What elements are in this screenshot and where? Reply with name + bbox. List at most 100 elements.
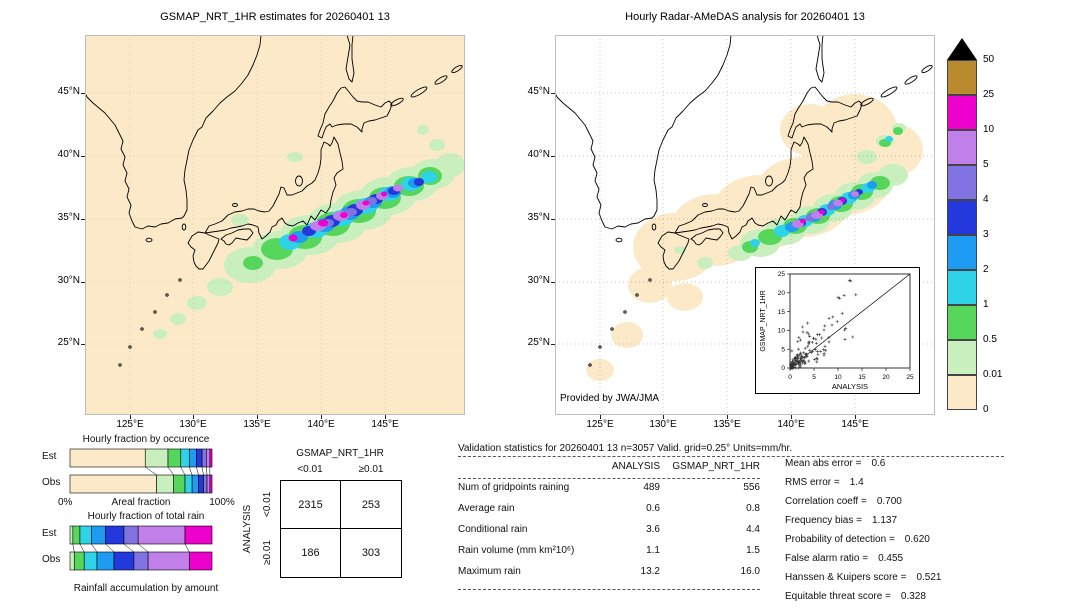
graticule bbox=[85, 35, 465, 415]
svg-text:5: 5 bbox=[781, 346, 785, 353]
score-label: RMS error = bbox=[785, 477, 840, 488]
score-line: Correlation coeff = 0.700 bbox=[785, 496, 1077, 515]
score-label: Hanssen & Kuipers score = bbox=[785, 572, 907, 583]
validation-row-label: Maximum rain bbox=[458, 566, 521, 577]
svg-text:0: 0 bbox=[781, 365, 785, 372]
svg-text:5: 5 bbox=[812, 374, 816, 381]
validation-row: Average rain 0.6 0.8 bbox=[458, 503, 760, 524]
validation-title: Validation statistics for 20260401 13 n=… bbox=[458, 443, 793, 454]
lat-tick-label: 45°N bbox=[527, 86, 550, 97]
lat-tick-mark bbox=[551, 219, 555, 220]
lat-tick-label: 30°N bbox=[57, 275, 80, 286]
scale-100: 100% bbox=[209, 497, 235, 508]
score-line: Equitable threat score = 0.328 bbox=[785, 591, 1077, 610]
score-value: 0.455 bbox=[878, 553, 904, 564]
gsmap-map bbox=[84, 34, 465, 415]
colorbar-over-triangle bbox=[947, 38, 977, 60]
colorbar-level-label: 5 bbox=[983, 159, 989, 170]
svg-text:15: 15 bbox=[858, 374, 866, 381]
dashed-rule-top bbox=[458, 456, 1004, 457]
credit-text: Provided by JWA/JMA bbox=[560, 393, 660, 404]
lat-tick-mark bbox=[81, 93, 85, 94]
lon-tick-label: 140°E bbox=[307, 419, 335, 430]
coastline bbox=[84, 34, 463, 367]
contingency-grid: 2315 253 186 303 bbox=[280, 480, 402, 578]
skill-scores: Mean abs error = 0.6 RMS error = 1.4 Correla… bbox=[785, 458, 1077, 610]
inset-ticks: 00 5 5 10 10 15 15 20 20 25 25 bbox=[778, 271, 914, 381]
score-line: Probability of detection = 0.620 bbox=[785, 534, 1077, 553]
colorbar-segment bbox=[947, 305, 977, 340]
svg-text:10: 10 bbox=[778, 328, 786, 335]
colorbar-level-label: 25 bbox=[983, 89, 995, 100]
validation-analysis-value: 13.2 bbox=[640, 566, 660, 577]
lat-tick-mark bbox=[551, 282, 555, 283]
lon-tick-mark bbox=[257, 415, 258, 419]
lat-tick-label: 35°N bbox=[57, 212, 80, 223]
colorbar-level-label: 0.01 bbox=[983, 369, 1003, 380]
lon-tick-mark bbox=[130, 415, 131, 419]
validation-row: Conditional rain 3.6 4.4 bbox=[458, 524, 760, 545]
contingency-cell: 253 bbox=[341, 481, 401, 529]
colorbar-level-label: 4 bbox=[983, 194, 989, 205]
score-value: 1.4 bbox=[849, 477, 864, 488]
contingency-col-label-lt: <0.01 bbox=[297, 464, 323, 475]
validation-stats: Validation statistics for 20260401 13 n=… bbox=[458, 443, 1018, 590]
lon-tick-mark bbox=[855, 415, 856, 419]
svg-text:20: 20 bbox=[778, 290, 786, 297]
colorbar-level-label: 50 bbox=[983, 54, 995, 65]
validation-row-label: Average rain bbox=[458, 503, 515, 514]
lat-tick-label: 25°N bbox=[527, 337, 550, 348]
lat-tick-mark bbox=[81, 344, 85, 345]
est-label: Est bbox=[42, 528, 57, 539]
gsmap-map-area bbox=[84, 34, 465, 415]
scale-label: Areal fraction bbox=[111, 497, 171, 508]
colorbar-segment bbox=[947, 165, 977, 200]
lon-tick-label: 130°E bbox=[179, 419, 207, 430]
colorbar-level-label: 1 bbox=[983, 299, 989, 310]
scatter-inset-plot: 00 5 5 10 10 15 15 20 20 25 25 ANALYSIS GSMAP_NRT_… bbox=[760, 271, 914, 391]
total-rain-bars-title: Hourly fraction of total rain bbox=[87, 511, 205, 522]
total-rain-bars bbox=[69, 525, 213, 571]
scale-0: 0% bbox=[58, 497, 73, 508]
lon-tick-label: 125°E bbox=[586, 419, 614, 430]
lon-tick-mark bbox=[791, 415, 792, 419]
score-value: 0.6 bbox=[871, 458, 886, 469]
validation-header-row: ANALYSIS GSMAP_NRT_1HR bbox=[458, 461, 760, 472]
score-line: Frequency bias = 1.137 bbox=[785, 515, 1077, 534]
score-label: Correlation coeff = bbox=[785, 496, 867, 507]
total-rain-bars-group: Hourly fraction of total rain Est Obs Ra… bbox=[30, 511, 262, 601]
score-label: False alarm ratio = bbox=[785, 553, 869, 564]
colorbar-segment bbox=[947, 200, 977, 235]
bars-caption: Rainfall accumulation by amount bbox=[73, 583, 219, 594]
svg-text:25: 25 bbox=[906, 374, 914, 381]
validation-gsmap-value: 556 bbox=[743, 482, 760, 493]
radar-panel: Hourly Radar-AMeDAS analysis for 2026040… bbox=[528, 0, 935, 442]
score-line: Hanssen & Kuipers score = 0.521 bbox=[785, 572, 1077, 591]
lon-tick-mark bbox=[193, 415, 194, 419]
validation-gsmap-value: 4.4 bbox=[746, 524, 760, 535]
lat-tick-label: 40°N bbox=[527, 149, 550, 160]
score-label: Probability of detection = bbox=[785, 534, 895, 545]
colorbar-level-label: 2 bbox=[983, 264, 989, 275]
validation-gsmap-value: 16.0 bbox=[740, 566, 760, 577]
score-value: 0.700 bbox=[876, 496, 902, 507]
gsmap-title: GSMAP_NRT_1HR estimates for 20260401 13 bbox=[160, 11, 390, 23]
validation-analysis-value: 489 bbox=[643, 482, 660, 493]
colorbar-segment bbox=[947, 375, 977, 410]
score-value: 0.620 bbox=[904, 534, 930, 545]
inset-ylabel: GSMAP_NRT_1HR bbox=[760, 290, 767, 351]
lat-tick-mark bbox=[81, 219, 85, 220]
contingency-cell: 186 bbox=[281, 529, 341, 577]
colorbar-segment bbox=[947, 340, 977, 375]
lat-tick-mark bbox=[551, 344, 555, 345]
svg-text:20: 20 bbox=[882, 374, 890, 381]
score-line: Mean abs error = 0.6 bbox=[785, 458, 1077, 477]
contingency-row-label-lt: <0.01 bbox=[262, 491, 273, 517]
lon-tick-mark bbox=[321, 415, 322, 419]
lat-tick-mark bbox=[551, 93, 555, 94]
validation-row: Num of gridpoints raining 489 556 bbox=[458, 482, 760, 503]
lon-tick-label: 135°E bbox=[243, 419, 271, 430]
lat-tick-mark bbox=[81, 156, 85, 157]
colorbar-segment bbox=[947, 130, 977, 165]
gsmap-panel: GSMAP_NRT_1HR estimates for 20260401 13 bbox=[58, 0, 465, 442]
